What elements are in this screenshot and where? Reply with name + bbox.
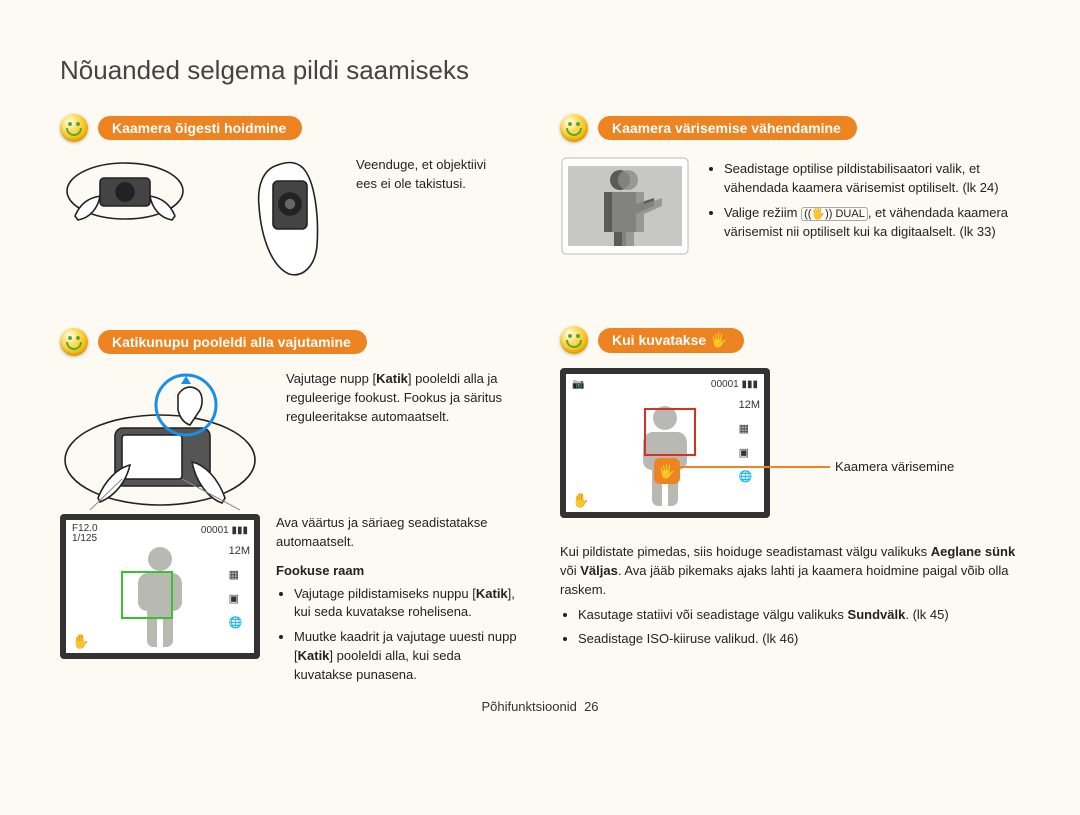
shake-illustration <box>560 156 690 256</box>
mode-icon: ▣ <box>739 446 760 462</box>
focus-frame-green <box>121 571 173 619</box>
shake-small-icon: ✋ <box>72 631 88 647</box>
mode-icon: ▣ <box>229 592 250 608</box>
when-p1: Kui pildistate pimedas, siis hoiduge sea… <box>560 543 1020 600</box>
battery-icon: ▮▮▮ <box>741 379 758 390</box>
shake-screen: 📷 00001 ▮▮▮ 12M ▦ ▣ 🌐 ✋ <box>560 368 770 518</box>
page-footer: Põhifunktsioonid 26 <box>60 699 1020 714</box>
hold-illustration <box>60 156 340 286</box>
shake-bullet-2: Valige režiim ((🖐)) DUAL, et vähendada k… <box>724 204 1020 242</box>
smiley-icon <box>560 326 588 354</box>
battery-icon: ▮▮▮ <box>231 525 248 536</box>
camera-mode-icon: 📷 <box>572 378 584 393</box>
page-title: Nõuanded selgema pildi saamiseks <box>60 55 1020 86</box>
callout-label: Kaamera värisemine <box>835 458 954 477</box>
res-icon: 12M <box>229 544 250 560</box>
smiley-icon <box>560 114 588 142</box>
smiley-icon <box>60 114 88 142</box>
globe-icon: 🌐 <box>739 470 760 486</box>
focus-bullet-1: Vajutage pildistamiseks nuppu [Katik], k… <box>294 585 520 623</box>
shake-bullet-1: Seadistage optilise pildistabilisaatori … <box>724 160 1020 198</box>
when-bullet-1: Kasutage statiivi või seadistage välgu v… <box>578 606 1020 625</box>
half-p2: Ava väärtus ja säriaeg seadistatakse aut… <box>276 514 520 552</box>
shot-counter: 00001 <box>711 379 739 390</box>
heading-hold: Kaamera õigesti hoidmine <box>98 116 302 140</box>
heading-shake: Kaamera värisemise vähendamine <box>598 116 857 140</box>
quality-icon: ▦ <box>229 568 250 584</box>
dual-mode-icon: ((🖐)) DUAL <box>801 207 868 221</box>
shot-counter: 00001 <box>201 525 229 536</box>
half-press-illustration <box>60 370 270 510</box>
focus-frame-red <box>644 408 696 456</box>
heading-half: Katikunupu pooleldi alla vajutamine <box>98 330 367 354</box>
res-icon: 12M <box>739 398 760 414</box>
focus-bullet-2: Muutke kaadrit ja vajutage uuesti nupp [… <box>294 628 520 685</box>
smiley-icon <box>60 328 88 356</box>
focus-frame-label: Fookuse raam <box>276 562 520 581</box>
heading-when: Kui kuvatakse 🖐 <box>598 328 744 353</box>
shake-warning-icon: 🖐 <box>654 458 680 484</box>
callout-line <box>675 466 830 468</box>
hand-icon: 🖐 <box>710 332 727 348</box>
quality-icon: ▦ <box>739 422 760 438</box>
hold-text: Veenduge, et objektiivi ees ei ole takis… <box>356 156 506 194</box>
globe-icon: 🌐 <box>229 616 250 632</box>
shake-small-icon: ✋ <box>572 490 588 506</box>
when-bullet-2: Seadistage ISO-kiiruse valikud. (lk 46) <box>578 630 1020 649</box>
focus-screen: F12.0 1/125 00001 ▮▮▮ 12M ▦ ▣ <box>60 514 260 659</box>
half-p1: Vajutage nupp [Katik] pooleldi alla ja r… <box>286 370 520 427</box>
shutter-value: 1/125 <box>72 534 98 544</box>
